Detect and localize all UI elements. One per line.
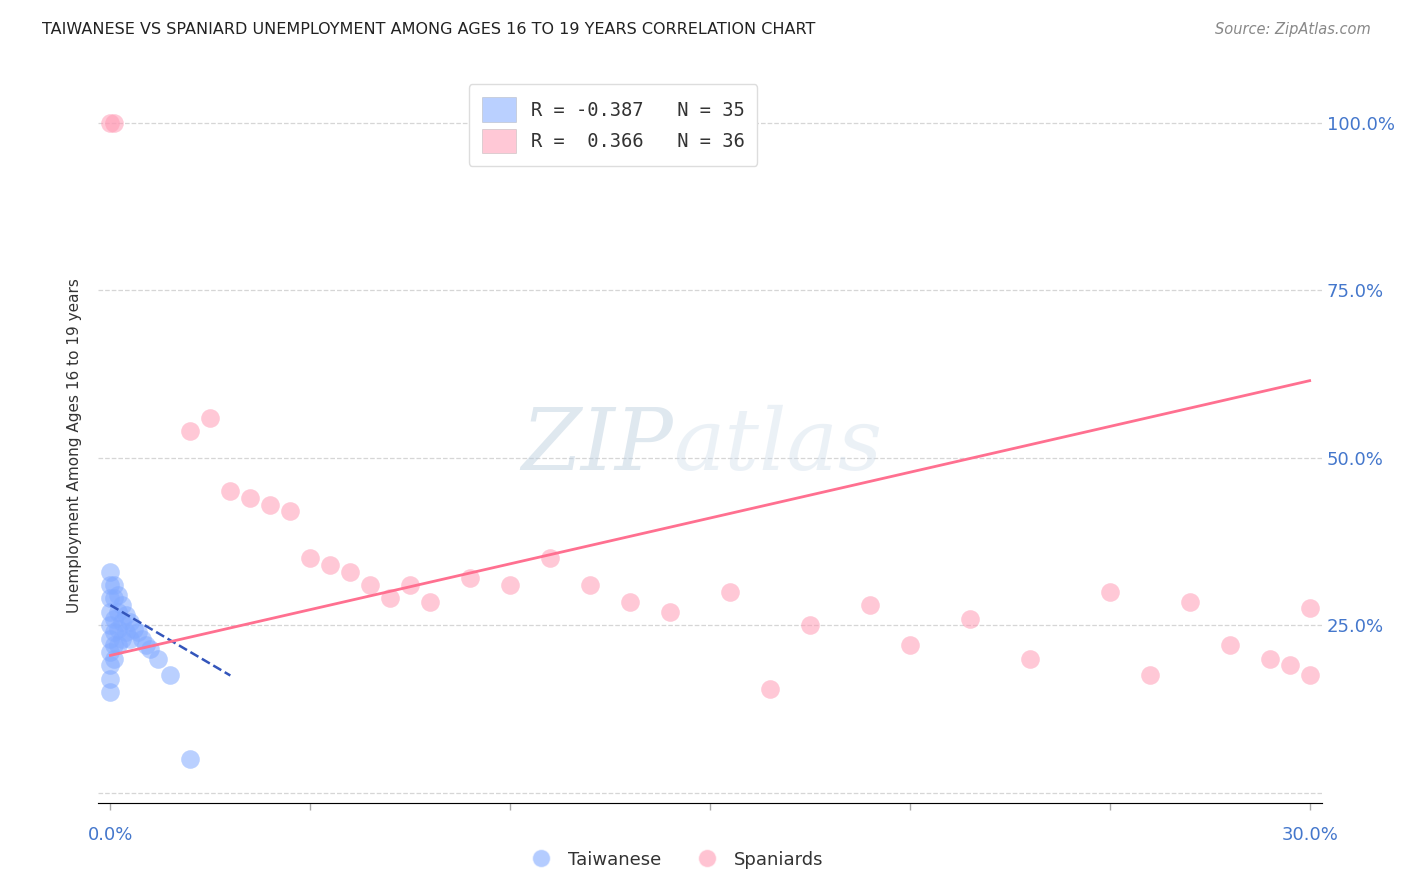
Point: [179, 424, 201, 438]
Point: [339, 565, 361, 579]
Point: [1278, 658, 1301, 673]
Point: [499, 578, 522, 592]
Point: [859, 598, 882, 612]
Point: [1219, 638, 1241, 652]
Point: [115, 608, 138, 623]
Point: [100, 672, 122, 686]
Point: [124, 622, 146, 636]
Point: [148, 651, 170, 665]
Point: [103, 578, 125, 592]
Point: [259, 498, 281, 512]
Point: [619, 595, 641, 609]
Text: 30.0%: 30.0%: [1281, 826, 1339, 844]
Point: [538, 551, 561, 566]
Point: [759, 681, 782, 696]
Point: [1018, 651, 1040, 665]
Point: [200, 410, 222, 425]
Point: [1298, 601, 1320, 615]
Text: TAIWANESE VS SPANIARD UNEMPLOYMENT AMONG AGES 16 TO 19 YEARS CORRELATION CHART: TAIWANESE VS SPANIARD UNEMPLOYMENT AMONG…: [42, 22, 815, 37]
Point: [111, 632, 134, 646]
Point: [107, 588, 129, 602]
Point: [100, 565, 122, 579]
Point: [100, 685, 122, 699]
Point: [239, 491, 262, 505]
Point: [100, 658, 122, 673]
Point: [219, 484, 242, 499]
Point: [103, 611, 125, 625]
Point: [718, 584, 741, 599]
Point: [419, 595, 441, 609]
Point: [100, 116, 122, 130]
Point: [111, 615, 134, 629]
Point: [399, 578, 422, 592]
Point: [278, 504, 301, 518]
Point: [319, 558, 342, 572]
Point: [100, 605, 122, 619]
Point: [131, 632, 153, 646]
Point: [380, 591, 402, 606]
Text: 0.0%: 0.0%: [87, 826, 134, 844]
Point: [299, 551, 322, 566]
Point: [103, 591, 125, 606]
Point: [959, 611, 981, 625]
Point: [659, 605, 682, 619]
Point: [120, 615, 142, 629]
Point: [458, 571, 481, 585]
Point: [799, 618, 821, 632]
Point: [1139, 668, 1161, 682]
Point: [103, 116, 125, 130]
Point: [111, 598, 134, 612]
Point: [103, 651, 125, 665]
Point: [139, 641, 162, 656]
Y-axis label: Unemployment Among Ages 16 to 19 years: Unemployment Among Ages 16 to 19 years: [67, 278, 83, 614]
Point: [107, 622, 129, 636]
Point: [107, 638, 129, 652]
Point: [898, 638, 921, 652]
Point: [120, 632, 142, 646]
Point: [107, 605, 129, 619]
Point: [179, 752, 201, 766]
Point: [100, 645, 122, 659]
Point: [100, 618, 122, 632]
Point: [103, 638, 125, 652]
Legend: Taiwanese, Spaniards: Taiwanese, Spaniards: [516, 844, 831, 876]
Point: [100, 632, 122, 646]
Point: [127, 624, 149, 639]
Point: [1258, 651, 1281, 665]
Point: [579, 578, 602, 592]
Point: [1178, 595, 1201, 609]
Point: [100, 591, 122, 606]
Point: [359, 578, 381, 592]
Point: [115, 624, 138, 639]
Text: ZIP: ZIP: [522, 405, 673, 487]
Point: [135, 638, 157, 652]
Point: [103, 624, 125, 639]
Point: [1298, 668, 1320, 682]
Point: [100, 578, 122, 592]
Point: [159, 668, 181, 682]
Point: [1098, 584, 1121, 599]
Text: atlas: atlas: [673, 405, 883, 487]
Text: Source: ZipAtlas.com: Source: ZipAtlas.com: [1215, 22, 1371, 37]
